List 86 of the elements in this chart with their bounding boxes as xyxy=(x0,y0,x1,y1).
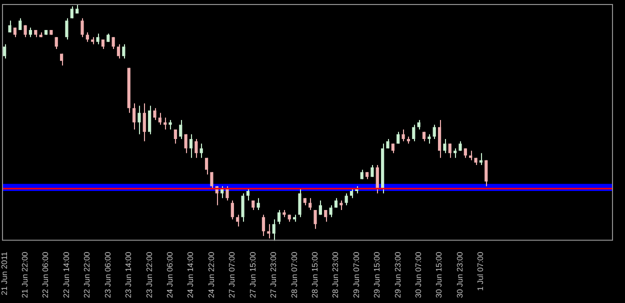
candlestick xyxy=(479,152,483,166)
x-tick-label: 27 Jun 07:00 xyxy=(228,251,237,298)
candlestick xyxy=(65,18,68,40)
x-tick-label: 1 Jul 07:00 xyxy=(476,251,486,291)
x-tick-label: 23 Jun 22:00 xyxy=(144,251,154,298)
candlestick xyxy=(412,124,416,142)
candlestick xyxy=(122,44,126,59)
x-tick-label: 24 Jun 06:00 xyxy=(165,251,174,298)
candlestick xyxy=(3,44,6,59)
x-tick-label: 30 Jun 07:00 xyxy=(414,251,424,298)
candlestick xyxy=(344,192,348,206)
candlestick xyxy=(101,39,105,50)
candlestick xyxy=(438,120,442,158)
candlestick xyxy=(484,160,488,187)
candlestick xyxy=(189,134,193,158)
candlestick xyxy=(308,198,312,210)
x-tick-label: 30 Jun 23:00 xyxy=(455,251,464,298)
candlestick xyxy=(241,192,244,222)
candlestick xyxy=(350,188,354,199)
candlestick xyxy=(246,188,250,201)
candlestick xyxy=(116,44,120,59)
candlestick xyxy=(80,18,84,38)
candlestick xyxy=(96,33,100,45)
candlestick xyxy=(370,164,374,178)
candlestick xyxy=(443,138,446,154)
candlestick xyxy=(448,143,452,158)
candlestick xyxy=(200,143,203,158)
candlestick xyxy=(132,102,136,130)
x-tick-label: 22 Jun 14:00 xyxy=(62,251,71,298)
candlestick xyxy=(458,140,462,152)
candlestick xyxy=(142,102,146,142)
candlestick xyxy=(138,105,141,135)
candlestick xyxy=(194,138,198,158)
candlestick xyxy=(28,27,32,38)
candlestick xyxy=(428,134,431,144)
candlestick xyxy=(329,204,332,218)
x-tick-label: 23 Jun 14:00 xyxy=(124,251,134,298)
candlestick xyxy=(60,53,64,66)
candlestick xyxy=(236,214,240,228)
candlestick xyxy=(432,124,436,140)
candlestick xyxy=(298,188,302,218)
candlestick xyxy=(112,36,115,50)
x-tick-label: 23 Jun 06:00 xyxy=(103,251,112,298)
candlestick xyxy=(148,105,152,135)
x-tick-label: 28 Jun 07:00 xyxy=(290,251,299,298)
candlestick xyxy=(184,134,188,154)
x-tick-label: 24 Jun 14:00 xyxy=(186,251,196,298)
candlestick xyxy=(86,32,89,42)
candlestick xyxy=(469,150,472,161)
candlestick xyxy=(226,186,229,201)
candlestick xyxy=(174,128,178,144)
candlestick xyxy=(54,36,58,50)
candlestick xyxy=(277,209,281,225)
candlestick xyxy=(386,138,390,149)
candlestick xyxy=(210,172,214,190)
candlestick xyxy=(376,164,379,194)
candlestick xyxy=(158,112,162,126)
x-tick-label: 27 Jun 23:00 xyxy=(269,251,278,298)
x-tick-label: 22 Jun 22:00 xyxy=(82,251,92,298)
candlestick xyxy=(318,200,322,216)
candlestick xyxy=(402,128,405,142)
candlestick xyxy=(262,214,266,237)
candlestick xyxy=(204,157,208,175)
candlestick xyxy=(76,4,79,14)
x-tick-label: 21 Jun 2011 xyxy=(0,251,9,296)
candlestick xyxy=(168,120,172,130)
candlestick xyxy=(179,120,182,140)
x-tick-label: 27 Jun 15:00 xyxy=(248,251,258,298)
x-tick-label: 28 Jun 15:00 xyxy=(310,251,320,298)
candlestick xyxy=(13,27,16,38)
candlestick xyxy=(8,20,12,33)
candlestick xyxy=(314,209,317,230)
x-tick-label: 29 Jun 07:00 xyxy=(352,251,361,298)
x-tick-label: 30 Jun 15:00 xyxy=(434,251,444,298)
x-tick-label: 21 Jun 22:00 xyxy=(20,251,30,298)
candlestick xyxy=(230,200,234,220)
x-tick-label: 22 Jun 06:00 xyxy=(41,251,50,298)
candlestick xyxy=(417,120,420,130)
candlestick xyxy=(272,218,276,242)
candlestick xyxy=(256,198,260,210)
x-tick-label: 29 Jun 15:00 xyxy=(372,251,382,298)
x-tick-label: 24 Jun 22:00 xyxy=(206,251,216,298)
candlestick xyxy=(153,108,156,120)
candlestick xyxy=(391,143,394,154)
x-tick-label: 28 Jun 23:00 xyxy=(331,251,340,298)
x-tick-label: 29 Jun 23:00 xyxy=(393,251,402,298)
